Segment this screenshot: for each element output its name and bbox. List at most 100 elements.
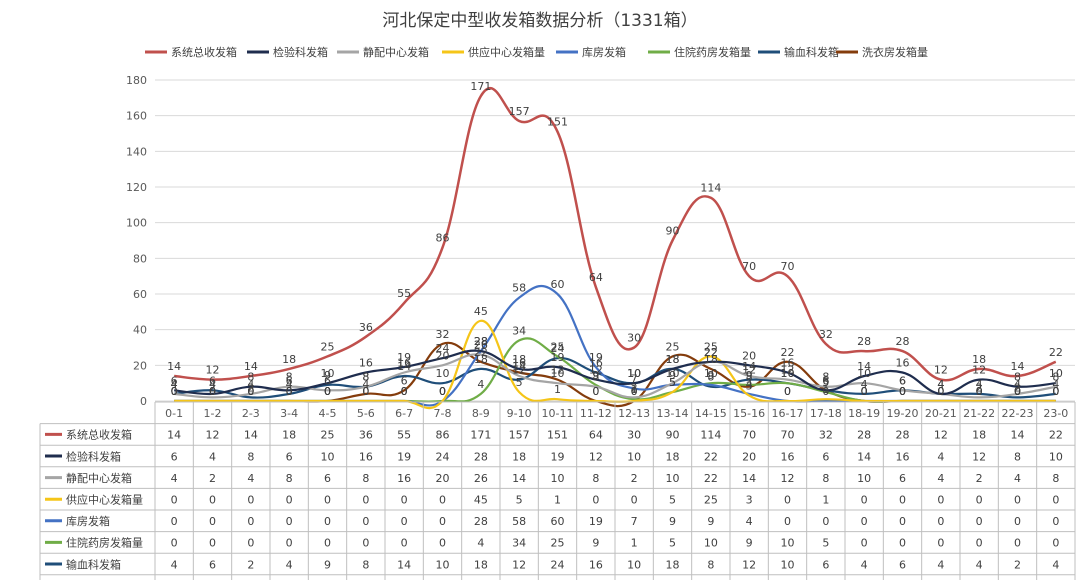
table-cell-s1-6: 19 (397, 450, 411, 463)
table-cell-s6-6: 14 (397, 558, 411, 571)
data-label-s4-23: 0 (1052, 385, 1059, 398)
table-cell-s2-0: 4 (171, 472, 178, 485)
data-table: 0-1 1-2 2-3 3-4 4-5 5-6 6-7 7-8 8-9 9-10 10-11 11-1… (39, 401, 1076, 580)
table-cell-s5-0: 0 (171, 537, 178, 550)
table-cell-s6-12: 10 (627, 558, 641, 571)
table-cell-s3-9: 5 (516, 494, 523, 507)
data-label-s0-4: 25 (321, 340, 335, 353)
data-label-s5-20: 0 (937, 385, 944, 398)
data-label-s6-21: 4 (976, 378, 983, 391)
table-cell-s6-9: 12 (512, 558, 526, 571)
data-label-s2-7: 20 (436, 349, 450, 362)
table-cell-s4-20: 0 (937, 515, 944, 528)
table-cell-s1-4: 10 (321, 450, 335, 463)
data-label-s6-20: 4 (937, 378, 944, 391)
data-label-s0-18: 28 (857, 335, 871, 348)
data-label-s3-8: 45 (474, 305, 488, 318)
table-cell-s3-1: 0 (209, 494, 216, 507)
data-label-s7-18: 0 (861, 385, 868, 398)
data-label-s4-20: 0 (937, 385, 944, 398)
data-label-s4-16: 0 (784, 385, 791, 398)
data-label-s1-20: 4 (937, 378, 944, 391)
x-tick-label-21: 21-22 (963, 407, 995, 420)
table-cell-s0-18: 28 (857, 429, 871, 442)
data-label-s4-7: 0 (439, 385, 446, 398)
data-label-s7-6: 6 (401, 374, 408, 387)
table-cell-s3-6: 0 (401, 494, 408, 507)
table-cell-s2-22: 4 (1014, 472, 1021, 485)
data-label-s6-10: 24 (551, 342, 565, 355)
y-tick-label-8: 160 (126, 110, 147, 123)
table-cell-s3-23: 0 (1052, 494, 1059, 507)
table-cell-s2-4: 6 (324, 472, 331, 485)
table-cell-s1-11: 12 (589, 450, 603, 463)
data-label-s1-3: 6 (286, 374, 293, 387)
data-label-s6-22: 2 (1014, 381, 1021, 394)
data-label-s7-11: 0 (592, 385, 599, 398)
data-label-s4-17: 0 (822, 385, 829, 398)
table-cell-s3-14: 25 (704, 494, 718, 507)
data-label-s1-16: 16 (781, 356, 795, 369)
table-cell-s5-9: 34 (512, 537, 526, 550)
data-label-s2-23: 8 (1052, 371, 1059, 384)
legend: 系统总收发箱 检验科发箱 静配中心发箱 供应中心发箱量 库房发箱 住院药房发箱量 输血科发箱… (145, 45, 928, 59)
data-label-s5-1: 0 (209, 385, 216, 398)
data-label-s4-13: 9 (669, 369, 676, 382)
data-label-s7-13: 25 (666, 340, 680, 353)
table-cell-s6-23: 4 (1052, 558, 1059, 571)
data-label-s5-22: 0 (1014, 385, 1021, 398)
table-cell-s1-8: 28 (474, 450, 488, 463)
table-cell-s0-0: 14 (167, 429, 181, 442)
legend-label-2: 静配中心发箱 (363, 45, 429, 59)
table-cell-s5-23: 0 (1052, 537, 1059, 550)
table-cell-s6-8: 18 (474, 558, 488, 571)
table-cell-s3-3: 0 (286, 494, 293, 507)
data-label-s3-21: 0 (976, 385, 983, 398)
table-cell-s6-19: 6 (899, 558, 906, 571)
table-cell-s4-2: 0 (247, 515, 254, 528)
data-label-s2-14: 22 (704, 346, 718, 359)
table-cell-s6-13: 18 (666, 558, 680, 571)
table-cell-s6-2: 2 (247, 558, 254, 571)
data-label-s0-20: 12 (934, 364, 948, 377)
data-label-s2-6: 16 (397, 356, 411, 369)
data-label-s6-5: 8 (362, 371, 369, 384)
table-cell-s5-14: 10 (704, 537, 718, 550)
data-label-s7-22: 0 (1014, 385, 1021, 398)
table-cell-s3-18: 0 (861, 494, 868, 507)
table-cell-s3-12: 0 (631, 494, 638, 507)
table-row-name-6: 输血科发箱 (66, 557, 121, 571)
data-label-s0-8: 171 (470, 80, 491, 93)
table-cell-s2-8: 26 (474, 472, 488, 485)
y-tick-label-4: 80 (133, 252, 147, 265)
table-cell-s6-0: 4 (171, 558, 178, 571)
table-cell-s2-23: 8 (1052, 472, 1059, 485)
table-cell-s4-1: 0 (209, 515, 216, 528)
data-label-s2-20: 4 (937, 378, 944, 391)
table-cell-s6-1: 6 (209, 558, 216, 571)
data-label-s2-9: 14 (512, 360, 526, 373)
table-cell-s1-9: 18 (512, 450, 526, 463)
table-cell-s1-14: 22 (704, 450, 718, 463)
series-line-7 (174, 341, 1056, 408)
data-label-s3-22: 0 (1014, 385, 1021, 398)
data-label-s7-14: 18 (704, 353, 718, 366)
x-tick-label-7: 7-8 (434, 407, 452, 420)
data-label-s0-10: 151 (547, 116, 568, 129)
table-cell-s4-21: 0 (976, 515, 983, 528)
table-cell-s5-1: 0 (209, 537, 216, 550)
data-label-s0-13: 90 (666, 225, 680, 238)
data-label-s2-2: 4 (247, 378, 254, 391)
data-label-s4-3: 0 (286, 385, 293, 398)
data-label-s1-2: 8 (247, 371, 254, 384)
x-tick-label-12: 12-13 (618, 407, 650, 420)
data-label-s5-18: 0 (861, 385, 868, 398)
table-row-name-2: 静配中心发箱 (66, 471, 132, 485)
table-cell-s3-0: 0 (171, 494, 178, 507)
table-cell-s1-22: 8 (1014, 450, 1021, 463)
data-label-s2-16: 12 (781, 364, 795, 377)
table-cell-s0-5: 36 (359, 429, 373, 442)
x-tick-label-8: 8-9 (472, 407, 490, 420)
table-cell-s0-3: 18 (282, 429, 296, 442)
data-label-s7-2: 0 (247, 385, 254, 398)
